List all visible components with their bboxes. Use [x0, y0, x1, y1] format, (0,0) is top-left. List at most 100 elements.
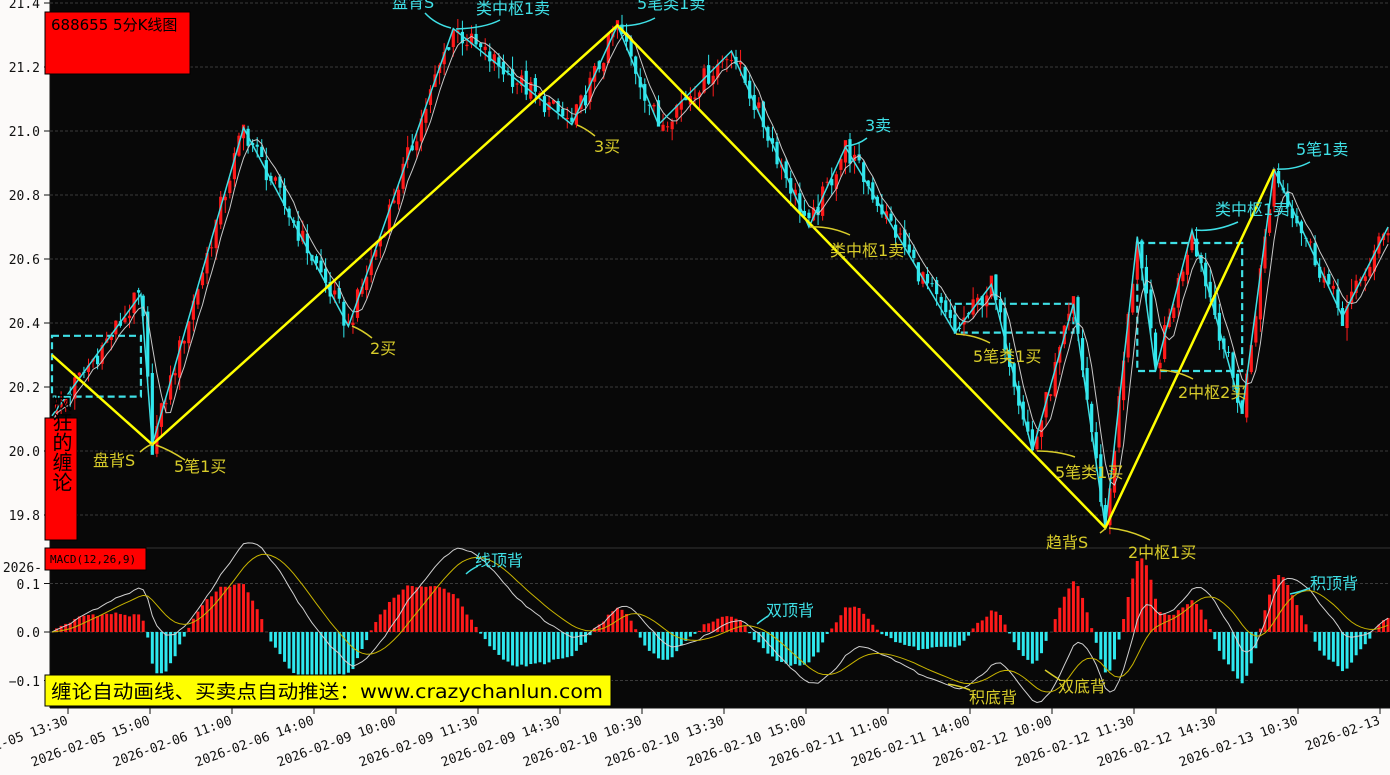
promo-banner-text[interactable]: 缠论自动画线、买卖点自动推送：www.crazychanlun.com [51, 681, 603, 703]
candle-body [729, 60, 734, 62]
candle-body [1080, 338, 1085, 371]
candle-body [1313, 243, 1317, 266]
macd-label-box [44, 547, 147, 571]
candle-body [342, 301, 346, 326]
arrow-icon [1289, 587, 1311, 595]
candle-body [998, 299, 1003, 313]
candle-body [492, 54, 496, 64]
title-label: 688655 5分K线图 [51, 16, 177, 34]
candle-body [1053, 362, 1057, 397]
candle-body [510, 69, 515, 87]
candle-body [100, 345, 104, 364]
candle-body [1354, 280, 1358, 294]
candle-body [1117, 396, 1121, 448]
candle-body [451, 29, 455, 48]
gridlines [44, 2, 1390, 681]
candle-body [137, 290, 141, 293]
annotation-label: 类中枢1卖 [476, 0, 550, 18]
candle-body [1103, 504, 1107, 526]
price-tick: 21.4 [9, 0, 40, 12]
annotation-label: 趋背S [1046, 533, 1088, 552]
candle-body [957, 327, 962, 329]
candle-body [1277, 170, 1281, 184]
candle-body [816, 206, 820, 216]
candle-body [985, 295, 989, 307]
arrow-icon [1036, 450, 1076, 458]
arrow-icon [1044, 669, 1061, 681]
arrow-icon [1099, 527, 1107, 534]
arrow-icon [1159, 369, 1194, 380]
candle-body [501, 61, 506, 75]
annotation-label: 3买 [594, 137, 620, 156]
candle-body [1327, 273, 1331, 285]
macd-annotation-label: 双顶背 [766, 601, 814, 620]
candle-body [410, 145, 414, 151]
candle-body [1245, 373, 1249, 418]
candle-body [305, 233, 309, 254]
candle-body [488, 51, 492, 62]
candle-body [1122, 360, 1126, 401]
annotation-label: 5笔类1买 [1055, 463, 1123, 482]
arrow-icon [845, 137, 868, 147]
macd-tick: 0.0 [17, 626, 40, 641]
candle-body [1035, 436, 1039, 450]
candle-body [939, 296, 943, 303]
annotation-label: 2中枢1买 [1128, 543, 1196, 562]
candle-body [278, 176, 282, 188]
candle-body [168, 375, 173, 400]
candle-body [214, 219, 218, 249]
price-axis: 21.4 21.2 21.0 20.8 20.6 20.4 20.2 20.0 … [3, 0, 42, 690]
candle-body [333, 290, 337, 295]
price-tick: 21.0 [9, 125, 40, 140]
candle-body [173, 373, 177, 376]
candle-body [821, 186, 825, 216]
candle-body [460, 31, 464, 44]
macd-label: MACD(12,26,9) [50, 553, 136, 566]
candle-body [1290, 208, 1294, 219]
candle-body [1208, 281, 1212, 298]
candle-body [228, 180, 232, 194]
candle-body [1213, 295, 1217, 316]
candle-body [68, 393, 72, 396]
candle-body [365, 276, 369, 291]
candle-body [396, 189, 401, 205]
candle-body [392, 200, 396, 203]
candle-body [200, 272, 205, 286]
pen-lines [51, 23, 1389, 528]
candle-body [1099, 454, 1103, 502]
candle-body [346, 321, 350, 323]
candle-body [761, 101, 765, 128]
candle-body [1140, 240, 1144, 269]
candle-body [889, 213, 893, 221]
arrow-icon [1194, 221, 1239, 232]
candle-body [1026, 421, 1030, 432]
candle-body [1308, 241, 1313, 243]
candle-body [944, 300, 948, 313]
brand-label: 疯狂的缠论 [49, 392, 73, 492]
candle-body [328, 281, 332, 297]
candle-body [1204, 262, 1208, 287]
annotation-label: 5笔类1卖 [637, 0, 705, 13]
candle-body [515, 83, 519, 85]
candle-body [1336, 289, 1340, 308]
candle-body [54, 404, 59, 420]
candle-body [465, 44, 469, 47]
annotation-label: 3卖 [865, 116, 891, 135]
candle-body [442, 51, 446, 65]
candle-body [337, 288, 341, 299]
candle-body [793, 189, 797, 196]
candle-body [73, 377, 77, 399]
price-annotations: 盘背S 5笔1买 2买 盘背S 类中枢1卖 5笔类1卖 3买 3卖 类中枢1卖 … [93, 0, 1348, 562]
candle-body [273, 177, 278, 181]
candle-body [834, 174, 838, 190]
candle-body [360, 286, 364, 294]
candle-body [1263, 236, 1267, 269]
candle-body [497, 57, 501, 67]
candle-body [948, 309, 952, 319]
candle-body [260, 146, 264, 157]
candle-body [1231, 352, 1235, 378]
candle-body [542, 96, 547, 113]
candle-body [675, 105, 679, 118]
candle-body [1135, 241, 1139, 280]
